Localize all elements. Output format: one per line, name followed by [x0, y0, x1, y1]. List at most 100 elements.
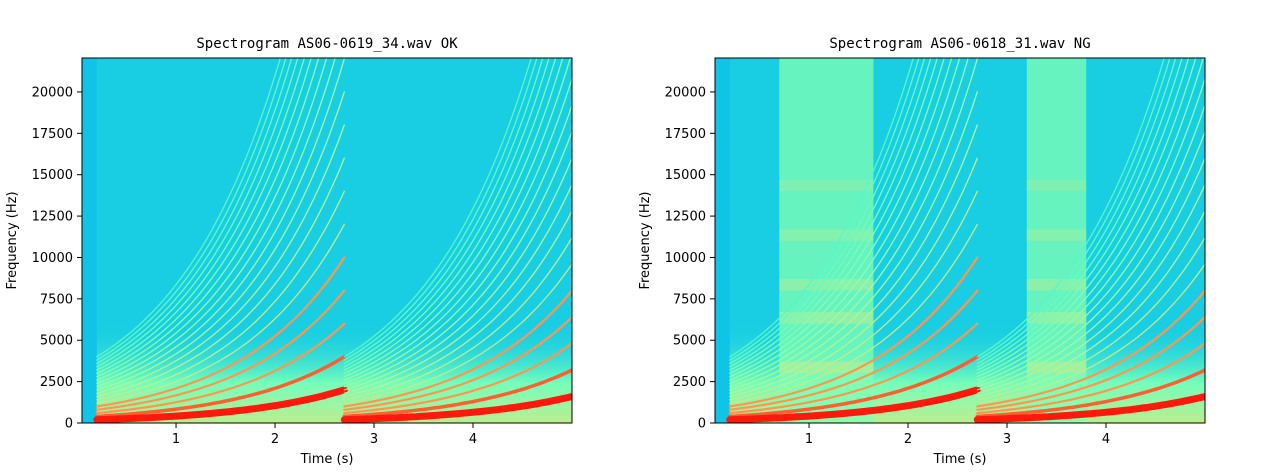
harmonic-sweep: [343, 58, 544, 365]
harmonic-sweep: [343, 263, 572, 404]
x-tick-label: 4: [1102, 432, 1110, 447]
harmonic-sweep: [93, 386, 348, 423]
y-tick-label: 2500: [40, 375, 73, 390]
x-tick-label: 2: [271, 432, 279, 447]
noise-harmonic: [1026, 278, 1087, 291]
harmonic-sweep: [96, 58, 299, 368]
harmonic-sweep: [729, 58, 932, 368]
harmonic-sweep: [973, 393, 1205, 423]
harmonic-sweep: [729, 91, 978, 391]
noise-harmonic: [1026, 179, 1087, 192]
harmonic-sweep: [976, 58, 1177, 365]
plot-frame: [714, 57, 1206, 424]
y-tick-label: 17500: [32, 127, 73, 142]
harmonic-sweep: [729, 58, 914, 358]
harmonic-sweep: [729, 190, 978, 401]
harmonic-sweep: [729, 124, 978, 394]
harmonic-sweep: [726, 386, 981, 423]
y-tick-label: 0: [698, 417, 706, 432]
harmonic-sweep: [728, 256, 979, 408]
harmonic-sweep: [729, 58, 926, 365]
harmonic-sweep: [96, 58, 345, 388]
harmonic-sweep: [343, 183, 572, 394]
noise-harmonic: [1026, 229, 1087, 241]
x-axis-label: Time (s): [300, 452, 354, 467]
harmonic-sweep: [976, 58, 1190, 371]
harmonic-sweep: [96, 58, 305, 371]
harmonic-sweep: [96, 58, 287, 361]
harmonic-sweep: [343, 58, 571, 378]
harmonic-sweep: [343, 58, 550, 368]
plot-area: [715, 58, 1205, 423]
harmonic-sweep: [729, 58, 945, 374]
x-tick-label: 1: [172, 432, 180, 447]
harmonic-sweep: [342, 368, 572, 419]
harmonic-sweep: [976, 289, 1205, 408]
harmonic-sweep: [729, 223, 978, 404]
y-tick-label: 5000: [40, 334, 73, 349]
harmonic-sweep: [729, 58, 969, 384]
y-axis-label: Frequency (Hz): [638, 191, 653, 289]
spectrogram-panel: Spectrogram AS06-0619_34.wav OK 1 2 3 4 0 2500…: [5, 36, 573, 467]
y-tick-label: 10000: [32, 251, 73, 266]
spectrogram-panel: Spectrogram AS06-0618_31.wav NG 1 2 3 4 0 2500…: [638, 36, 1206, 467]
y-tick-label: 7500: [673, 292, 706, 307]
harmonic-sweep: [96, 124, 345, 394]
harmonic-sweep: [343, 157, 572, 391]
harmonic-sweep: [95, 355, 347, 419]
y-tick-label: 15000: [665, 168, 706, 183]
harmonic-sweep: [343, 58, 538, 361]
harmonic-sweep: [343, 236, 572, 401]
harmonic-sweep: [729, 58, 920, 361]
plot-area: [82, 58, 572, 423]
harmonic-sweep: [96, 58, 293, 365]
harmonic-sweep: [343, 104, 572, 384]
harmonic-sweep: [976, 78, 1205, 381]
y-tick-label: 7500: [40, 292, 73, 307]
x-tick-label: 1: [805, 432, 813, 447]
harmonic-sweep: [976, 157, 1205, 391]
harmonic-sweep: [729, 58, 953, 378]
harmonic-sweep: [96, 58, 312, 374]
noise-harmonic: [1026, 312, 1087, 324]
noise-harmonic: [1026, 361, 1087, 374]
harmonic-sweep: [95, 256, 346, 408]
harmonic-sweep: [95, 289, 346, 411]
harmonic-sweep: [343, 342, 572, 415]
harmonic-sweep: [976, 316, 1205, 411]
lead-in-region: [82, 58, 97, 423]
harmonic-sweep: [975, 368, 1205, 419]
y-tick-label: 20000: [665, 85, 706, 100]
harmonic-sweep: [343, 316, 572, 411]
y-tick-label: 0: [65, 417, 73, 432]
harmonic-sweep: [976, 104, 1205, 384]
plot-frame: [81, 57, 573, 424]
harmonic-sweep: [343, 58, 564, 374]
noise-harmonic: [779, 179, 874, 192]
harmonic-sweep: [976, 210, 1205, 398]
harmonic-sweep: [976, 131, 1205, 388]
chart-title: Spectrogram AS06-0619_34.wav OK: [196, 36, 458, 52]
harmonic-sweep: [729, 58, 978, 388]
y-tick-label: 2500: [673, 375, 706, 390]
harmonic-sweep: [976, 183, 1205, 394]
harmonic-sweep: [728, 289, 979, 411]
x-tick-label: 3: [370, 432, 378, 447]
y-tick-label: 20000: [32, 85, 73, 100]
chart-title: Spectrogram AS06-0618_31.wav NG: [829, 36, 1090, 52]
harmonic-sweep: [729, 58, 938, 371]
y-tick-label: 12500: [32, 210, 73, 225]
harmonic-sweep: [976, 58, 1183, 368]
harmonic-sweep: [976, 236, 1205, 401]
harmonic-sweep: [96, 58, 336, 384]
y-tick-label: 10000: [665, 251, 706, 266]
harmonic-sweep: [343, 58, 557, 371]
harmonic-sweep: [343, 131, 572, 388]
harmonic-sweep: [343, 78, 572, 381]
harmonic-sweep: [96, 58, 328, 381]
y-tick-label: 12500: [665, 210, 706, 225]
x-axis-label: Time (s): [933, 452, 987, 467]
harmonic-sweep: [976, 58, 1171, 361]
harmonic-sweep: [96, 58, 281, 358]
